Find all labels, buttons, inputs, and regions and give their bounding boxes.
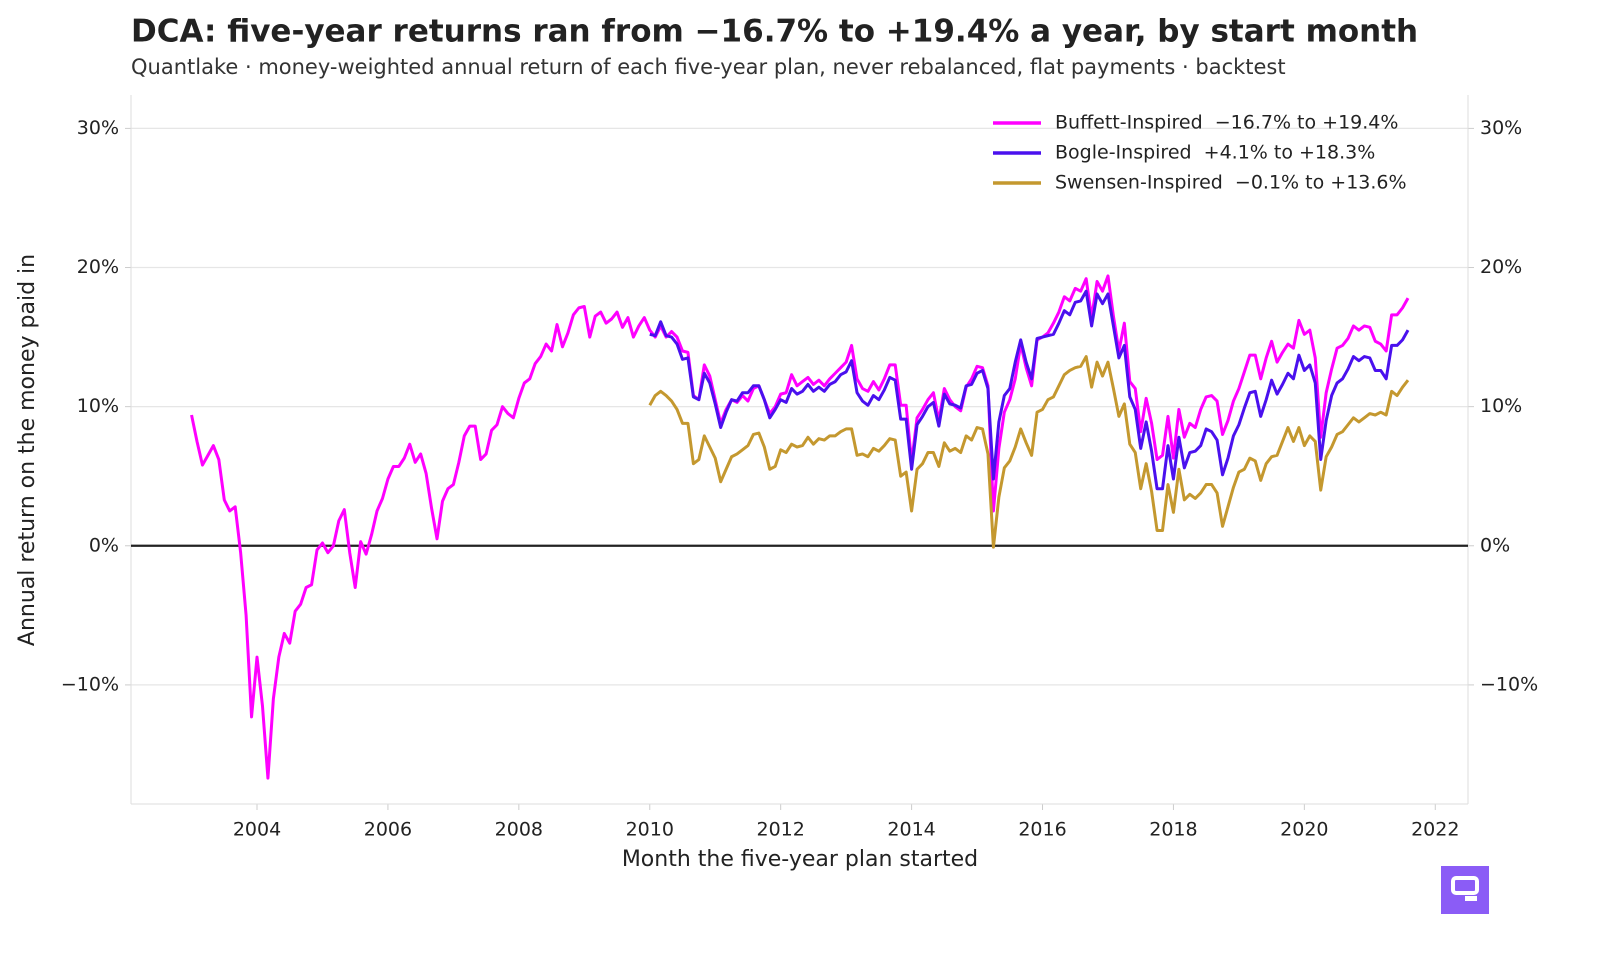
y2-tick-label: 20% (1480, 256, 1522, 278)
x-tick-label: 2008 (495, 819, 543, 841)
y2-tick-label: 30% (1480, 117, 1522, 139)
series-line (649, 289, 1410, 491)
chart-title: DCA: five-year returns ran from −16.7% t… (131, 14, 1418, 50)
logo-glyph (1451, 876, 1479, 895)
logo (1441, 866, 1489, 914)
y-axis-label: Annual return on the money paid in (15, 254, 40, 646)
legend-label: Bogle-Inspired +4.1% to +18.3% (1055, 142, 1375, 164)
legend-label: Buffett-Inspired −16.7% to +19.4% (1055, 112, 1398, 134)
y2-tick-label: 0% (1480, 534, 1510, 556)
x-tick-label: 2018 (1149, 819, 1197, 841)
x-tick-label: 2012 (757, 819, 805, 841)
x-tick-label: 2004 (233, 819, 281, 841)
y2-tick-label: −10% (1480, 673, 1538, 695)
series-line (190, 274, 1410, 780)
legend-label: Swensen-Inspired −0.1% to +13.6% (1055, 172, 1407, 194)
y-tick-label: 10% (77, 395, 119, 417)
x-tick-label: 2020 (1280, 819, 1328, 841)
x-tick-label: 2014 (887, 819, 935, 841)
x-tick-label: 2010 (626, 819, 674, 841)
legend: Buffett-Inspired −16.7% to +19.4% Bogle-I… (993, 112, 1407, 194)
series-line (648, 355, 1410, 549)
y-tick-label: 30% (77, 117, 119, 139)
logo-box (1441, 866, 1489, 914)
x-tick-label: 2016 (1018, 819, 1066, 841)
y-tick-label: 20% (77, 256, 119, 278)
y-tick-label: −10% (61, 673, 119, 695)
y2-tick-label: 10% (1480, 395, 1522, 417)
x-axis-label: Month the five-year plan started (622, 847, 978, 872)
logo-glyph (1465, 896, 1477, 901)
y-tick-label: 0% (89, 534, 119, 556)
x-tick-label: 2022 (1411, 819, 1459, 841)
chart-subtitle: Quantlake · money-weighted annual return… (131, 55, 1286, 79)
x-tick-label: 2006 (364, 819, 412, 841)
